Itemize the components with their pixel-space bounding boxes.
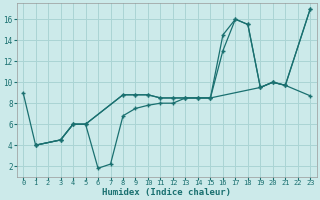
X-axis label: Humidex (Indice chaleur): Humidex (Indice chaleur) <box>102 188 231 197</box>
